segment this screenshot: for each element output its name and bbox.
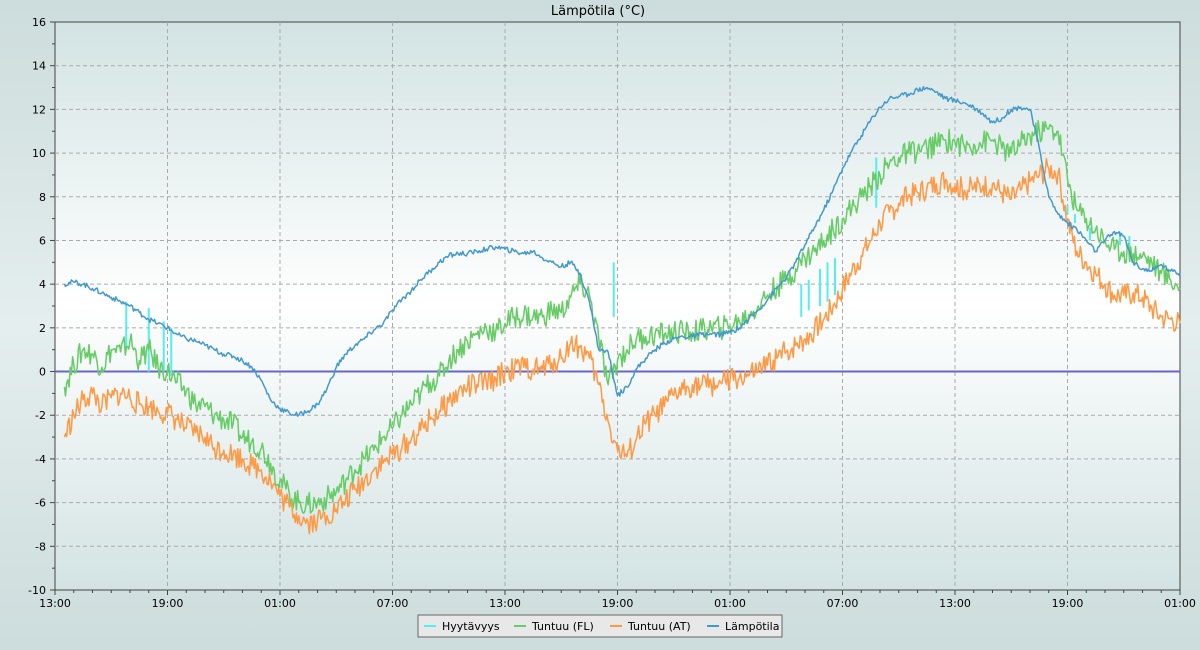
series-line-2 [63, 157, 1181, 535]
legend-label: Lämpötila [725, 620, 779, 633]
x-tick-label: 01:00 [714, 597, 746, 610]
x-tick-label: 13:00 [939, 597, 971, 610]
x-tick-label: 01:00 [1164, 597, 1196, 610]
y-tick-label: -4 [35, 453, 46, 466]
x-tick-label: 13:00 [39, 597, 71, 610]
x-tick-label: 19:00 [152, 597, 184, 610]
y-tick-label: -2 [35, 409, 46, 422]
x-tick-label: 13:00 [489, 597, 521, 610]
y-tick-label: 14 [32, 60, 46, 73]
y-tick-label: 2 [39, 322, 46, 335]
y-tick-label: 16 [32, 16, 46, 29]
series-line-1 [63, 119, 1181, 514]
y-tick-label: -6 [35, 497, 46, 510]
y-tick-label: 0 [39, 366, 46, 379]
y-tick-label: 12 [32, 103, 46, 116]
series-line-3 [63, 85, 1181, 417]
y-tick-label: 6 [39, 234, 46, 247]
legend-label: Hyytävyys [442, 620, 500, 633]
y-tick-label: 4 [39, 278, 46, 291]
y-axis: -10 -8 -6 -4 -2 0 2 4 6 8 10 12 14 16 [28, 16, 55, 597]
y-tick-label: 8 [39, 191, 46, 204]
x-tick-label: 07:00 [377, 597, 409, 610]
grid [55, 22, 1180, 590]
x-tick-label: 07:00 [827, 597, 859, 610]
legend-label: Tuntuu (AT) [627, 620, 691, 633]
y-tick-label: 10 [32, 147, 46, 160]
x-axis: 13:00 19:00 01:00 07:00 13:00 19:00 01:00 07:00… [39, 590, 1196, 610]
x-tick-label: 19:00 [602, 597, 634, 610]
series-group [55, 85, 1181, 535]
y-tick-label: -8 [35, 540, 46, 553]
y-tick-label: -10 [28, 584, 46, 597]
chart-title: Lämpötila (°C) [551, 4, 645, 19]
x-tick-label: 19:00 [1052, 597, 1084, 610]
x-tick-label: 01:00 [264, 597, 296, 610]
legend-label: Tuntuu (FL) [531, 620, 594, 633]
legend-box [417, 614, 783, 638]
legend: Hyytävyys Tuntuu (FL) Tuntuu (AT) Lämpötila [417, 614, 783, 638]
